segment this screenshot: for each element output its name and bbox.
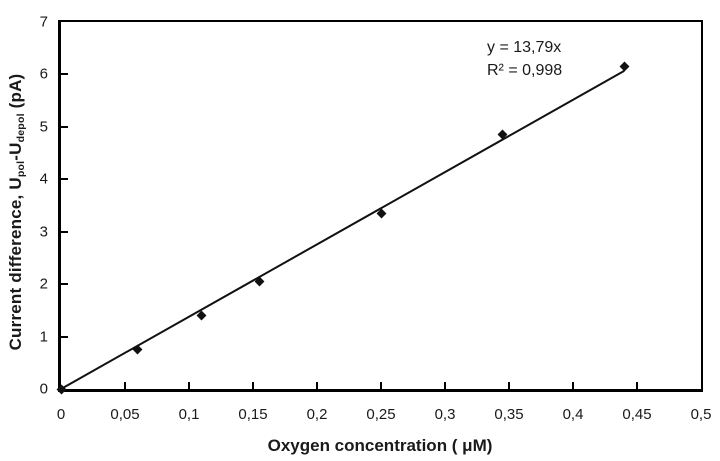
r-squared-text: R² = 0,998 <box>487 62 563 79</box>
equation-text: y = 13,79x <box>487 39 562 56</box>
x-axis-tick <box>124 382 126 389</box>
y-axis-tick <box>61 335 68 338</box>
y-tick-label: 3 <box>39 223 48 241</box>
x-axis-title: Oxygen concentration ( μM) <box>267 436 493 455</box>
y-tick-label: 6 <box>39 65 48 83</box>
x-axis-tick <box>188 382 190 389</box>
y-tick-label: 7 <box>39 13 48 31</box>
x-tick-label: 0,15 <box>238 406 268 423</box>
x-axis-tick <box>444 382 446 389</box>
y-axis-tick <box>61 178 68 181</box>
x-tick-label: 0,05 <box>110 406 140 423</box>
x-tick-label: 0,35 <box>494 406 524 423</box>
y-tick-label: 2 <box>39 275 48 293</box>
y-axis-title-text: Current difference, U <box>6 177 25 351</box>
y-axis-title-mid: -U <box>6 142 25 161</box>
x-axis-tick <box>508 382 510 389</box>
y-axis-tick <box>61 73 68 76</box>
y-tick-label: 5 <box>39 118 48 136</box>
x-axis-tick <box>572 382 574 389</box>
y-tick-label: 4 <box>39 170 48 188</box>
x-axis-tick <box>636 382 638 389</box>
y-axis-tick <box>61 230 68 233</box>
y-tick-label: 0 <box>39 380 48 398</box>
x-tick-label: 0,45 <box>622 406 652 423</box>
x-tick-label: 0,1 <box>178 406 200 423</box>
x-axis-tick <box>380 382 382 389</box>
x-tick-label: 0,3 <box>434 406 456 423</box>
x-axis-tick <box>252 382 254 389</box>
x-tick-label: 0,5 <box>690 406 712 423</box>
y-axis-tick <box>61 283 68 286</box>
trendline <box>60 70 625 390</box>
x-tick-label: 0,2 <box>306 406 328 423</box>
trendline-label: y = 13,79x R² = 0,998 <box>487 36 562 82</box>
y-axis-title: Current difference, Upol-Udepol (pA) <box>6 74 27 351</box>
y-tick-label: 1 <box>39 328 48 346</box>
x-axis-tick <box>316 382 318 389</box>
x-tick-label: 0 <box>56 406 66 423</box>
x-tick-label: 0,25 <box>366 406 396 423</box>
plot-area <box>56 20 703 394</box>
y-axis-tick <box>61 125 68 128</box>
x-tick-label: 0,4 <box>562 406 584 423</box>
